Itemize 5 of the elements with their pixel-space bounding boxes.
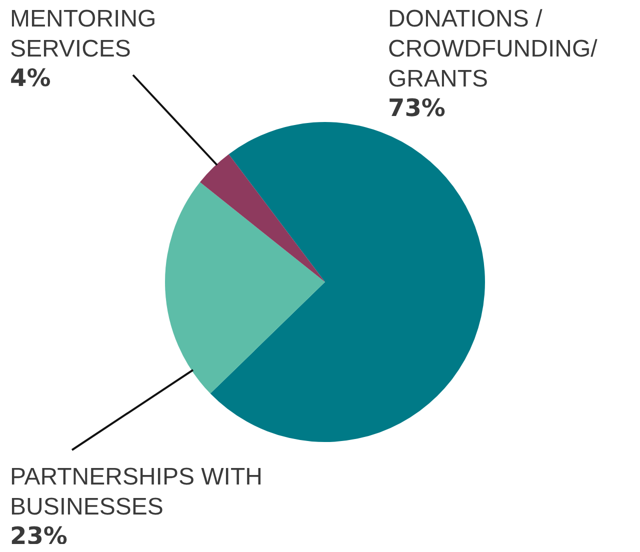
slice-label: MENTORING SERVICES: [10, 6, 156, 63]
slice-label: PARTNERSHIPS WITH BUSINESSES: [10, 464, 262, 521]
data-label: 4%: [10, 64, 51, 92]
data-label: 73%: [388, 94, 446, 122]
slice-label: DONATIONS / CROWDFUNDING/ GRANTS: [388, 6, 598, 93]
